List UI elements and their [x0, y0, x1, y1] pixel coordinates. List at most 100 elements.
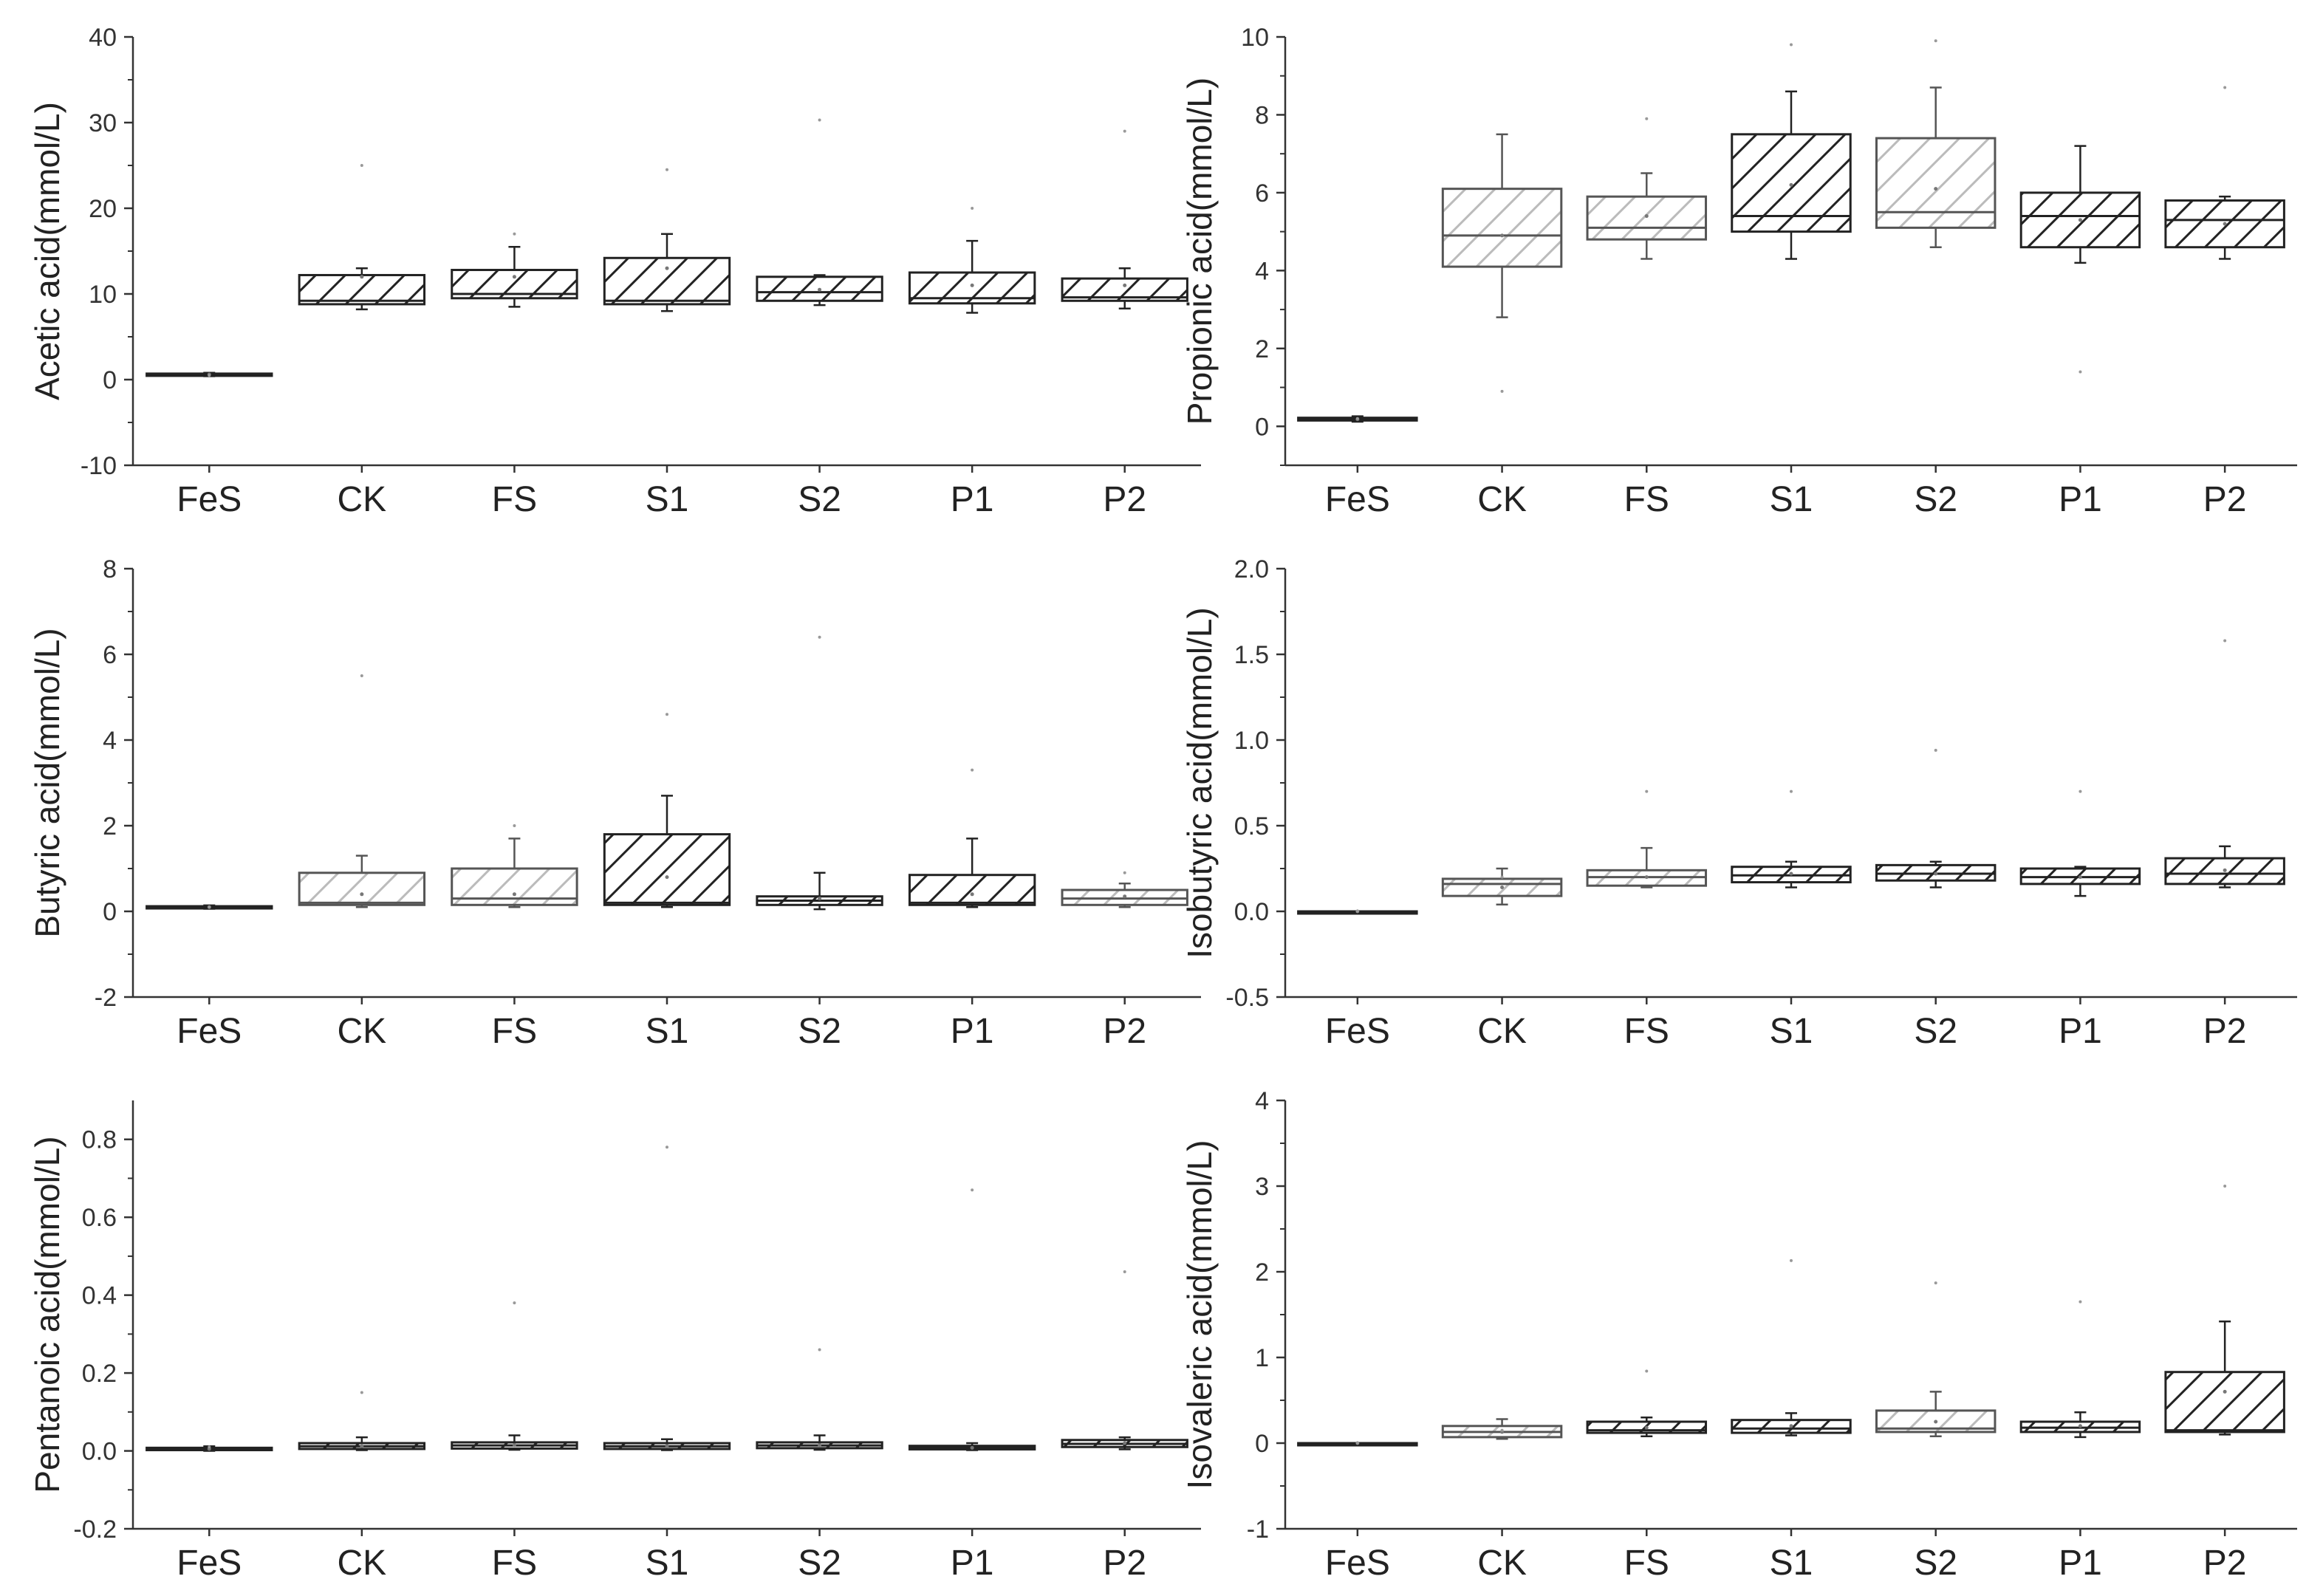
box-P2 [2164, 639, 2285, 888]
box-P2 [1061, 871, 1188, 908]
y-tick-label: -0.5 [1225, 984, 1269, 1012]
outlier-point [2079, 1300, 2082, 1304]
mean-marker [2078, 1424, 2082, 1428]
box-P1 [908, 1188, 1036, 1451]
x-tick-label: CK [1477, 1012, 1527, 1051]
y-tick-label: -1 [1247, 1515, 1269, 1544]
outlier-point [1123, 1270, 1126, 1273]
outlier-point [1645, 117, 1649, 120]
mean-marker [1644, 214, 1649, 219]
y-axis-title: Acetic acid(mmol/L) [28, 102, 66, 400]
x-tick-label: S1 [646, 1012, 689, 1051]
x-tick-label: CK [1477, 480, 1527, 519]
y-tick-label: 10 [89, 281, 117, 309]
y-tick-label: 6 [1255, 179, 1269, 208]
box-body [298, 871, 426, 906]
x-tick-label: P2 [2203, 1012, 2247, 1051]
x-tick-label: S1 [1770, 480, 1813, 519]
box-P1 [908, 207, 1036, 314]
mean-marker [818, 1443, 822, 1448]
x-tick-label: P2 [1103, 1544, 1146, 1583]
mean-marker [1123, 1441, 1127, 1445]
outlier-point [208, 1445, 211, 1449]
outlier-point [1934, 748, 1937, 752]
y-tick-label: 0.6 [82, 1204, 117, 1232]
y-tick-label: 2 [1255, 335, 1269, 363]
y-tick-label: 0.4 [82, 1282, 117, 1310]
box-S1 [603, 713, 731, 908]
box-FeS [146, 1445, 273, 1452]
box-S1 [1731, 43, 1852, 260]
y-tick-label: 0 [103, 898, 117, 926]
x-tick-label: CK [338, 1544, 387, 1583]
box-S1 [1731, 1258, 1852, 1436]
x-tick-label: P2 [1103, 1012, 1146, 1051]
outlier-point [1355, 1442, 1359, 1445]
mean-marker [665, 875, 669, 880]
x-tick-label: CK [1477, 1544, 1527, 1583]
outlier-point [1123, 871, 1126, 874]
box-P2 [2164, 1185, 2285, 1436]
mean-marker [970, 892, 974, 897]
x-tick-label: S2 [798, 480, 841, 519]
mean-marker [1644, 1425, 1649, 1430]
mean-marker [1500, 233, 1505, 238]
x-tick-label: S1 [1770, 1544, 1813, 1583]
x-tick-label: P1 [2059, 1544, 2102, 1583]
x-tick-label: S1 [646, 1544, 689, 1583]
x-tick-label: CK [338, 480, 387, 519]
y-tick-label: 4 [1255, 1087, 1269, 1115]
x-tick-label: P2 [2203, 1544, 2247, 1583]
mean-marker [512, 275, 516, 279]
outlier-point [1355, 417, 1359, 420]
x-tick-label: P1 [951, 480, 994, 519]
outlier-point [1645, 1369, 1649, 1373]
box-S2 [1875, 1281, 1997, 1437]
y-tick-label: 4 [1255, 257, 1269, 285]
outlier-point [1934, 39, 1937, 43]
x-tick-label: FS [1624, 1544, 1669, 1583]
mean-marker [1934, 871, 1938, 876]
y-tick-label: 0.0 [82, 1438, 117, 1466]
x-tick-label: FS [492, 1544, 537, 1583]
y-tick-label: 2 [103, 812, 117, 840]
panel-2: 0 2 4 6 8 10 Propionic acid(mmol/L) FeS CK FS S1 S2… [1180, 24, 2297, 519]
box-S1 [1731, 790, 1852, 888]
box-body [1875, 137, 1997, 229]
x-tick-label: FeS [1325, 1012, 1390, 1051]
y-tick-label: 2.0 [1234, 555, 1269, 583]
outlier-point [2223, 639, 2227, 643]
y-tick-label: 1.5 [1234, 641, 1269, 669]
mean-marker [1789, 182, 1793, 187]
box-P1 [2019, 790, 2141, 897]
box-S1 [603, 168, 731, 312]
outlier-point [208, 905, 211, 909]
box-body [1586, 195, 1708, 241]
box-FeS [146, 371, 273, 377]
y-tick-label: 0.2 [82, 1360, 117, 1388]
mean-marker [360, 1444, 364, 1448]
outlier-point [1500, 875, 1504, 879]
mean-marker [1934, 187, 1938, 191]
box-S2 [756, 118, 883, 306]
x-tick-label: FS [492, 480, 537, 519]
x-tick-label: P1 [951, 1012, 994, 1051]
outlier-point [666, 713, 668, 716]
outlier-point [360, 674, 363, 677]
box-S2 [1875, 748, 1997, 888]
mean-marker [2223, 1389, 2227, 1394]
mean-marker [1934, 1419, 1938, 1424]
box-CK [1441, 1418, 1563, 1440]
outlier-point [1790, 43, 1793, 47]
outlier-point [971, 1188, 974, 1192]
y-tick-label: -10 [81, 452, 117, 480]
mean-marker [1123, 283, 1127, 287]
x-tick-label: P2 [1103, 480, 1146, 519]
y-axis-title: Pentanoic acid(mmol/L) [28, 1136, 66, 1493]
panel-5: -0.2 0.0 0.2 0.4 0.6 0.8 Pentanoic acid(mmol/L… [28, 1100, 1201, 1583]
box-CK [298, 164, 426, 311]
mean-marker [970, 1445, 974, 1450]
y-tick-label: 0.0 [1234, 898, 1269, 926]
outlier-point [971, 207, 974, 210]
box-P1 [2019, 145, 2141, 374]
